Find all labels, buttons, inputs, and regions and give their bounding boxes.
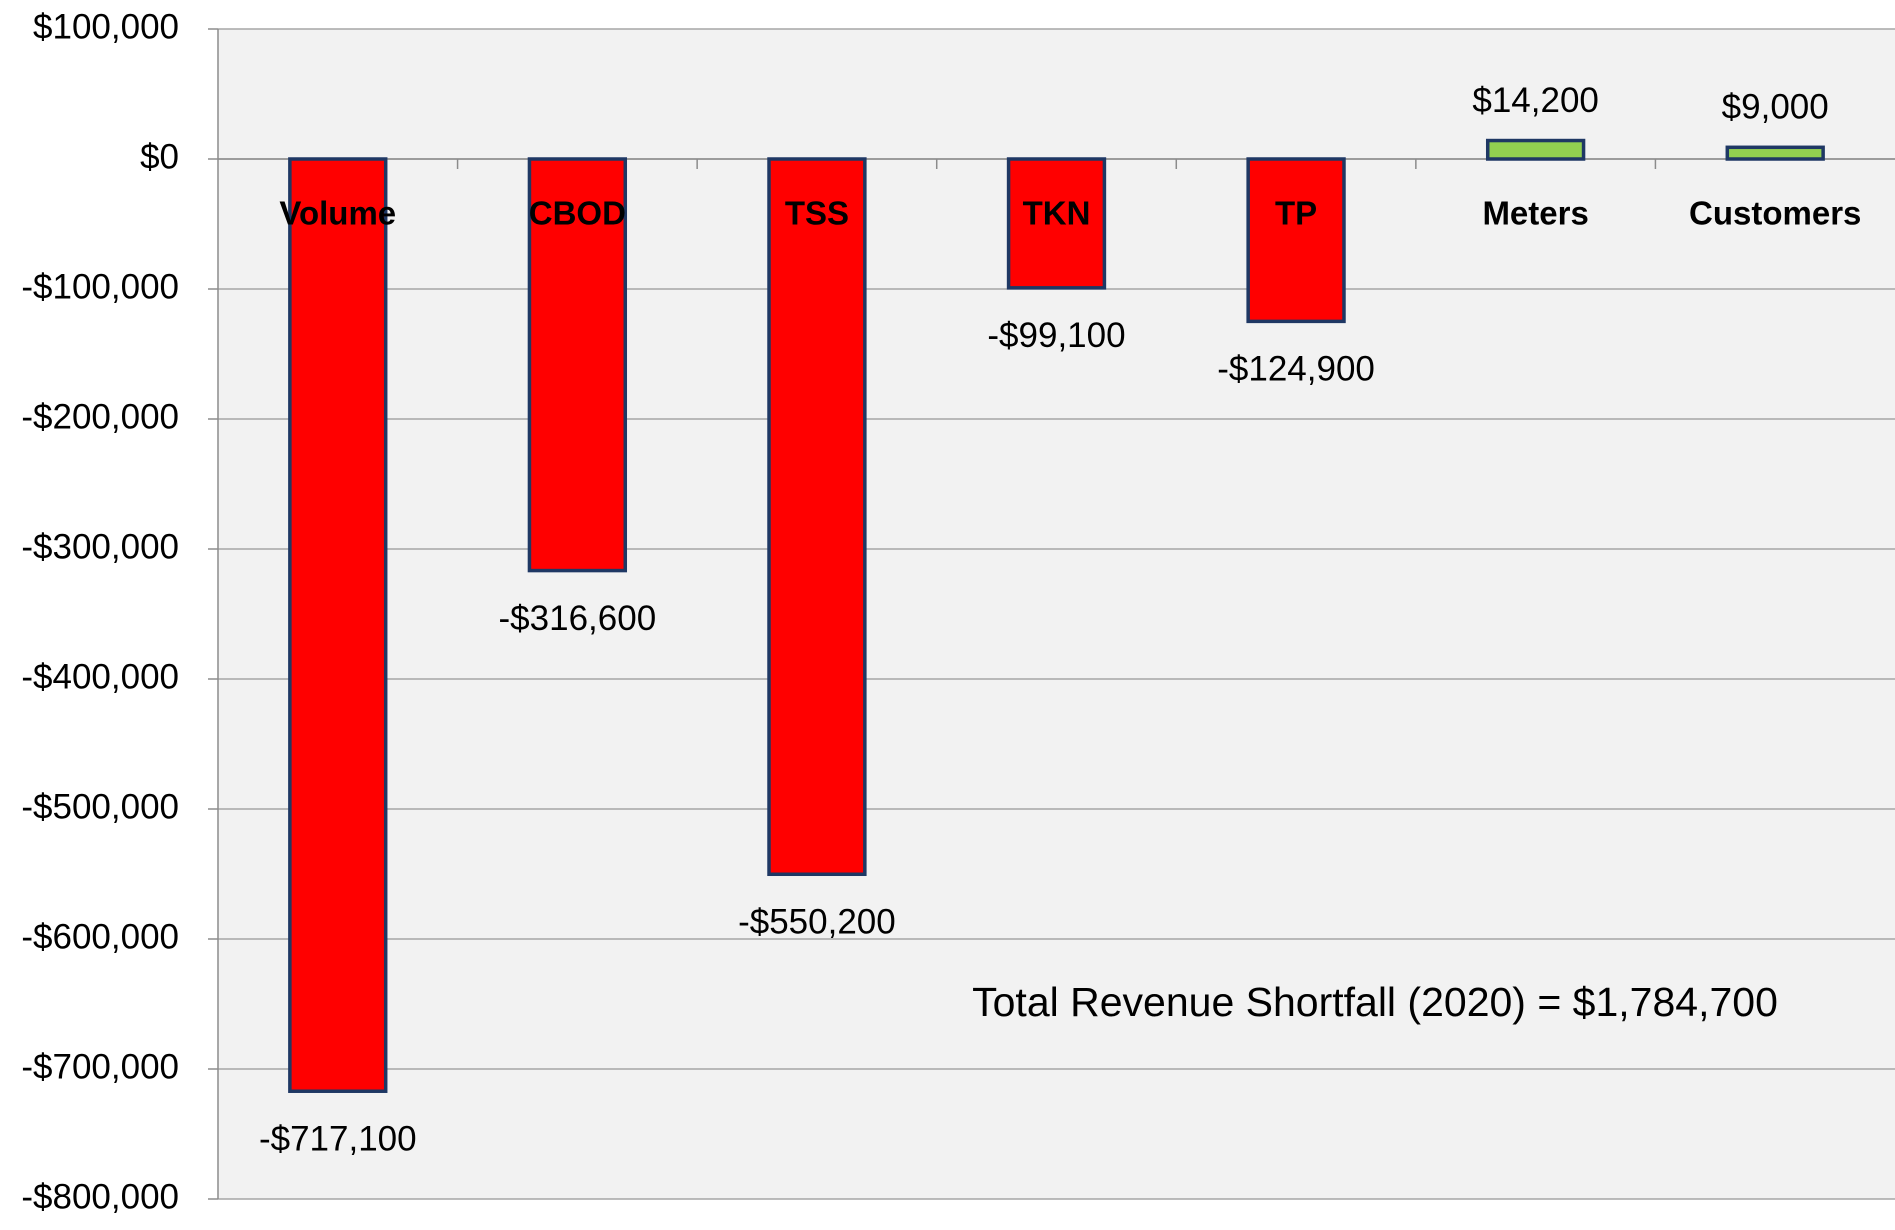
value-label: -$99,100	[987, 316, 1125, 355]
bar	[527, 157, 628, 573]
y-tick-label: $100,000	[33, 7, 179, 46]
y-tick-label: -$200,000	[21, 397, 179, 436]
bar	[767, 157, 867, 877]
x-tick-label: TKN	[1023, 195, 1091, 232]
y-tick-label: -$300,000	[21, 527, 179, 566]
bar	[1006, 157, 1107, 290]
y-tick-label: $0	[140, 137, 179, 176]
x-tick-label: CBOD	[529, 195, 626, 232]
value-label: $14,200	[1472, 81, 1599, 120]
y-tick-label: -$700,000	[21, 1047, 179, 1086]
x-tick-label: Meters	[1482, 195, 1588, 232]
bar	[1485, 138, 1586, 161]
x-tick-label: TP	[1275, 195, 1317, 232]
x-tick-label: TSS	[785, 195, 849, 232]
y-tick-label: -$500,000	[21, 787, 179, 826]
value-label: $9,000	[1722, 88, 1829, 127]
x-tick-label: Customers	[1689, 195, 1861, 232]
y-tick-label: -$800,000	[21, 1177, 179, 1216]
y-tick-label: -$400,000	[21, 657, 179, 696]
value-label: -$124,900	[1217, 350, 1375, 389]
annotation: Total Revenue Shortfall (2020) = $1,784,…	[972, 979, 1778, 1025]
y-tick-label: -$100,000	[21, 267, 179, 306]
bar	[288, 157, 388, 1093]
y-tick-label: -$600,000	[21, 917, 179, 956]
bar	[1725, 145, 1825, 161]
x-tick-label: Volume	[279, 195, 396, 232]
bar	[1246, 157, 1346, 324]
value-label: -$550,200	[738, 903, 896, 942]
value-label: -$717,100	[259, 1119, 417, 1158]
value-label: -$316,600	[499, 599, 657, 638]
